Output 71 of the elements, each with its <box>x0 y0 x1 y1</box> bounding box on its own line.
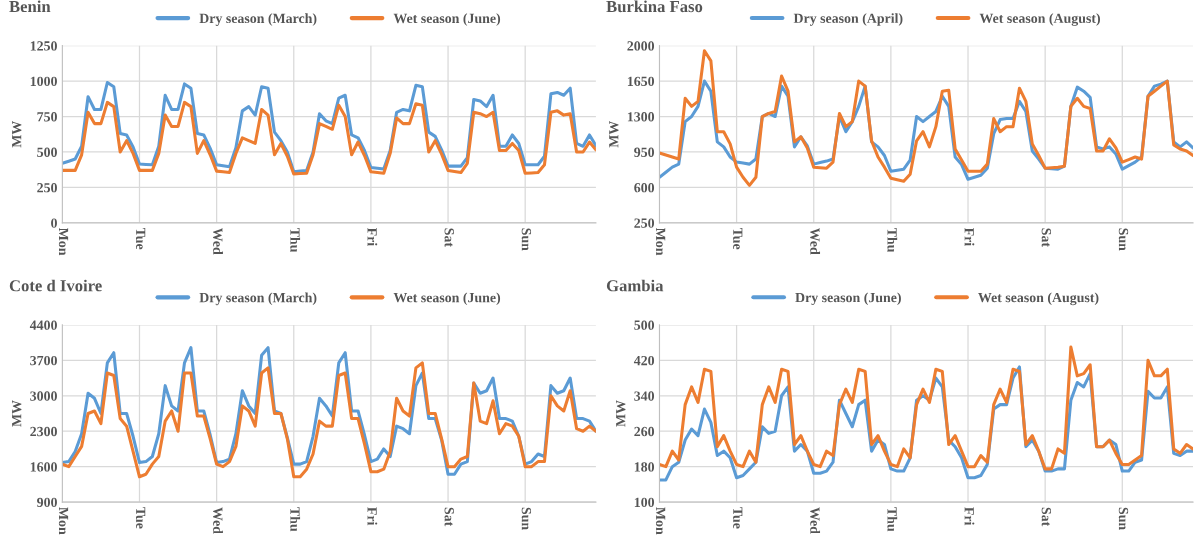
x-tick-label: Tue <box>135 507 146 529</box>
y-tick-label: 500 <box>37 147 57 157</box>
x-tick-label: Wed <box>213 507 223 534</box>
y-tick-label: 340 <box>634 391 655 401</box>
legend-label: Wet season (August) <box>979 13 1100 26</box>
x-tick-label: Sun <box>1118 507 1129 530</box>
legend-label: Dry season (March) <box>199 13 317 26</box>
x-tick-label: Mon <box>655 507 666 535</box>
legend-label: Dry season (April) <box>793 13 903 26</box>
x-tick-label: Thu <box>290 507 301 532</box>
y-tick-label: 250 <box>634 218 655 228</box>
y-tick-label: 0 <box>51 218 57 228</box>
y-tick-label: 1650 <box>627 76 655 87</box>
y-tick-label: 1300 <box>627 112 655 122</box>
x-tick-label: Sat <box>444 507 454 527</box>
legend-label: Wet season (June) <box>393 13 501 26</box>
y-axis-title: MW <box>12 120 22 148</box>
legend-label: Dry season (March) <box>199 292 317 306</box>
y-axis-title: MW <box>609 120 619 148</box>
x-tick-label: Wed <box>213 227 223 255</box>
x-tick-label: Sat <box>1041 507 1052 527</box>
y-tick-label: 2000 <box>627 41 655 51</box>
line-series <box>659 345 1194 471</box>
y-tick-label: 180 <box>634 462 655 472</box>
x-tick-label: Wed <box>810 227 821 255</box>
legend-label: Dry season (June) <box>795 292 901 306</box>
x-tick-label: Fri <box>367 507 378 526</box>
y-tick-label: 2300 <box>30 426 57 437</box>
chart-title: Burkina Faso <box>606 0 703 13</box>
x-tick-label: Sat <box>444 228 454 247</box>
x-tick-label: Mon <box>58 507 69 535</box>
y-tick-label: 900 <box>37 497 57 508</box>
chart-title: Cote d Ivoire <box>9 279 102 292</box>
legend-label: Wet season (August) <box>978 292 1099 306</box>
y-tick-label: 3000 <box>30 391 57 401</box>
y-tick-label: 1600 <box>30 462 57 472</box>
y-tick-label: 950 <box>634 147 655 157</box>
y-tick-label: 1000 <box>30 76 57 87</box>
y-tick-label: 750 <box>37 112 57 122</box>
x-tick-label: Thu <box>887 507 898 532</box>
x-tick-label: Fri <box>964 507 975 526</box>
y-tick-label: 1250 <box>30 41 57 51</box>
x-tick-label: Mon <box>655 227 666 256</box>
x-tick-label: Thu <box>887 227 898 253</box>
y-tick-label: 260 <box>634 426 655 437</box>
y-tick-label: 3700 <box>30 355 57 366</box>
x-tick-label: Fri <box>964 227 975 247</box>
y-tick-label: 4400 <box>29 320 57 330</box>
line-series <box>62 100 596 176</box>
x-tick-label: Tue <box>135 227 146 250</box>
x-tick-label: Sun <box>521 507 532 530</box>
x-tick-label: Sun <box>1118 228 1129 251</box>
chart-title: Gambia <box>606 279 664 292</box>
y-tick-label: 420 <box>633 355 655 366</box>
x-tick-label: Mon <box>58 227 69 256</box>
y-tick-label: 250 <box>37 183 57 193</box>
x-tick-label: Fri <box>367 227 378 247</box>
x-tick-label: Wed <box>810 507 821 534</box>
y-tick-label: 500 <box>634 320 655 330</box>
chart-title: Benin <box>9 0 51 13</box>
legend-label: Wet season (June) <box>393 292 501 306</box>
y-tick-label: 100 <box>634 497 655 508</box>
x-tick-label: Sat <box>1041 228 1052 247</box>
line-series <box>659 49 1194 187</box>
y-axis-title: MW <box>12 400 22 427</box>
y-tick-label: 600 <box>634 183 655 193</box>
y-axis-title: MW <box>616 400 626 427</box>
x-tick-label: Tue <box>733 227 743 250</box>
x-tick-label: Tue <box>733 507 743 529</box>
x-tick-label: Thu <box>290 227 301 253</box>
x-tick-label: Sun <box>521 228 532 251</box>
